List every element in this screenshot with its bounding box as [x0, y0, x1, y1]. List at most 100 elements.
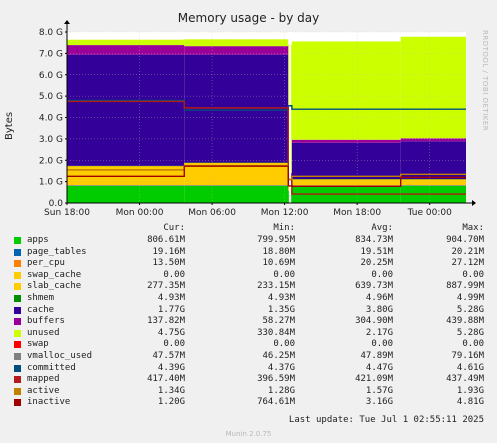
legend-max: 4.99M — [456, 293, 484, 303]
legend-cur: 1.20G — [157, 397, 185, 408]
legend-min: 4.93M — [267, 293, 295, 303]
legend-swatch — [14, 306, 21, 314]
legend-avg: 834.73M — [355, 235, 393, 245]
legend-max: 27.12M — [451, 258, 484, 269]
x-tick-label-0: Sun 18:00 — [44, 208, 90, 218]
legend-cur: 137.82M — [147, 316, 185, 327]
legend-min: 799.95M — [257, 235, 295, 245]
legend-avg: 421.09M — [355, 374, 393, 385]
legend-swatch — [14, 248, 21, 256]
legend-row-cache: cache 1.77G 1.35G 3.80G 5.28G — [0, 305, 497, 316]
legend-row-committed: committed 4.39G 4.37G 4.47G 4.61G — [0, 363, 497, 374]
legend-swatch — [14, 283, 21, 291]
legend-swatch — [14, 260, 21, 268]
legend-min: 1.35G — [267, 304, 295, 315]
legend-avg: 2.17G — [365, 327, 393, 338]
area-apps-seg0 — [67, 185, 185, 203]
legend-min: 58.27M — [262, 316, 295, 327]
area-slab_cache-seg4 — [400, 179, 466, 186]
legend-cur: 4.93M — [157, 293, 185, 303]
legend-max: 4.81G — [456, 397, 484, 408]
x-tick-label-2: Mon 06:00 — [188, 208, 236, 218]
legend-max: 904.70M — [446, 235, 484, 245]
legend-row-buffers: buffers 137.82M 58.27M 304.90M 439.88M — [0, 316, 497, 327]
legend-row-mapped: mapped 417.40M 396.59M 421.09M 437.49M — [0, 374, 497, 385]
legend-name: mapped — [27, 374, 60, 385]
legend-swatch — [14, 353, 21, 360]
area-cache-seg0 — [67, 54, 185, 166]
legend-name: slab_cache — [27, 281, 82, 292]
legend-name: per_cpu — [27, 258, 65, 269]
legend-row-slab_cache: slab_cache 277.35M 233.15M 639.73M 887.99M — [0, 281, 497, 292]
legend-avg: 3.16G — [365, 397, 393, 408]
legend-swatch — [14, 364, 21, 372]
y-tick-label-7: 7.0 G — [39, 49, 63, 59]
legend-swatch — [14, 237, 21, 244]
legend-row-active: active 1.34G 1.28G 1.57G 1.93G — [0, 386, 497, 397]
legend-row-swap_cache: swap_cache 0.00 0.00 0.00 0.00 — [0, 270, 497, 281]
y-tick-label-8: 8.0 G — [39, 28, 63, 38]
legend-name: buffers — [27, 316, 65, 327]
legend-avg: 0.00 — [371, 269, 393, 280]
area-cache-seg1 — [184, 54, 289, 163]
x-tick-label-3: Mon 12:00 — [261, 208, 309, 218]
x-tick-label-4: Mon 18:00 — [333, 208, 381, 218]
legend-avg: 0.00 — [371, 339, 393, 350]
legend-swatch — [14, 271, 21, 279]
y-tick-label-6: 6.0 G — [39, 71, 63, 81]
y-tick-label-1: 1.0 G — [39, 178, 63, 188]
legend-avg: 4.96M — [365, 293, 393, 303]
area-slab_cache-seg1 — [184, 162, 289, 186]
legend-cur: 0.00 — [163, 339, 185, 350]
legend-cur: 4.75G — [157, 327, 185, 338]
legend-swatch — [14, 387, 21, 395]
area-buffers-seg3 — [291, 139, 401, 143]
area-apps-seg1 — [184, 185, 289, 203]
legend-max: 79.16M — [451, 351, 484, 361]
legend-row-inactive: inactive 1.20G 764.61M 3.16G 4.81G — [0, 397, 497, 408]
legend-max: 437.49M — [446, 374, 484, 385]
legend-name: page_tables — [27, 246, 87, 257]
legend-cur: 0.00 — [163, 269, 185, 280]
legend-cur: 47.57M — [152, 351, 185, 361]
legend-row-apps: apps 806.61M 799.95M 834.73M 904.70M — [0, 235, 497, 246]
series-line-inactive — [67, 165, 466, 188]
y-tick-label-4: 4.0 G — [39, 114, 63, 124]
legend-swatch — [14, 329, 21, 337]
legend-swatch — [14, 376, 21, 384]
area-slab_cache-seg0 — [67, 165, 185, 186]
legend-avg: 19.51M — [360, 246, 393, 257]
legend-row-page_tables: page_tables 19.16M 18.80M 19.51M 20.21M — [0, 247, 497, 258]
legend-avg: 639.73M — [355, 281, 393, 292]
y-tick-label-2: 2.0 G — [39, 156, 63, 166]
area-cache-seg3 — [291, 142, 401, 180]
legend-min: 46.25M — [262, 351, 295, 361]
legend-row-shmem: shmem 4.93M 4.93M 4.96M 4.99M — [0, 293, 497, 304]
legend-min: 233.15M — [257, 281, 295, 292]
legend-swatch — [14, 295, 21, 302]
legend-min: 18.80M — [262, 246, 295, 257]
legend-cur: 1.77G — [157, 304, 185, 315]
munin-version: Munin 2.0.75 — [225, 430, 272, 438]
area-unused-seg3 — [291, 41, 401, 140]
legend-cur: 277.35M — [147, 281, 185, 292]
legend-avg: 47.89M — [360, 351, 393, 361]
legend-name: shmem — [27, 293, 55, 303]
legend-row-swap: swap 0.00 0.00 0.00 0.00 — [0, 339, 497, 350]
legend-cur: 13.50M — [152, 258, 185, 269]
legend-max: 0.00 — [462, 339, 484, 350]
legend-avg: 1.57G — [365, 385, 393, 396]
area-buffers-seg0 — [67, 45, 185, 55]
legend-name: swap_cache — [27, 269, 82, 280]
legend-name: active — [27, 385, 60, 396]
legend-max: 5.28G — [456, 327, 484, 338]
legend-swatch — [14, 318, 21, 326]
area-buffers-seg1 — [184, 46, 289, 55]
legend-min: 330.84M — [257, 327, 295, 338]
legend-name: unused — [27, 327, 60, 338]
legend-min: 764.61M — [257, 397, 295, 408]
legend-min: 10.69M — [262, 258, 295, 269]
area-unused-seg1 — [184, 39, 289, 47]
y-tick-label-0: 0.0 — [49, 199, 64, 209]
y-tick-label-3: 3.0 G — [39, 135, 63, 145]
